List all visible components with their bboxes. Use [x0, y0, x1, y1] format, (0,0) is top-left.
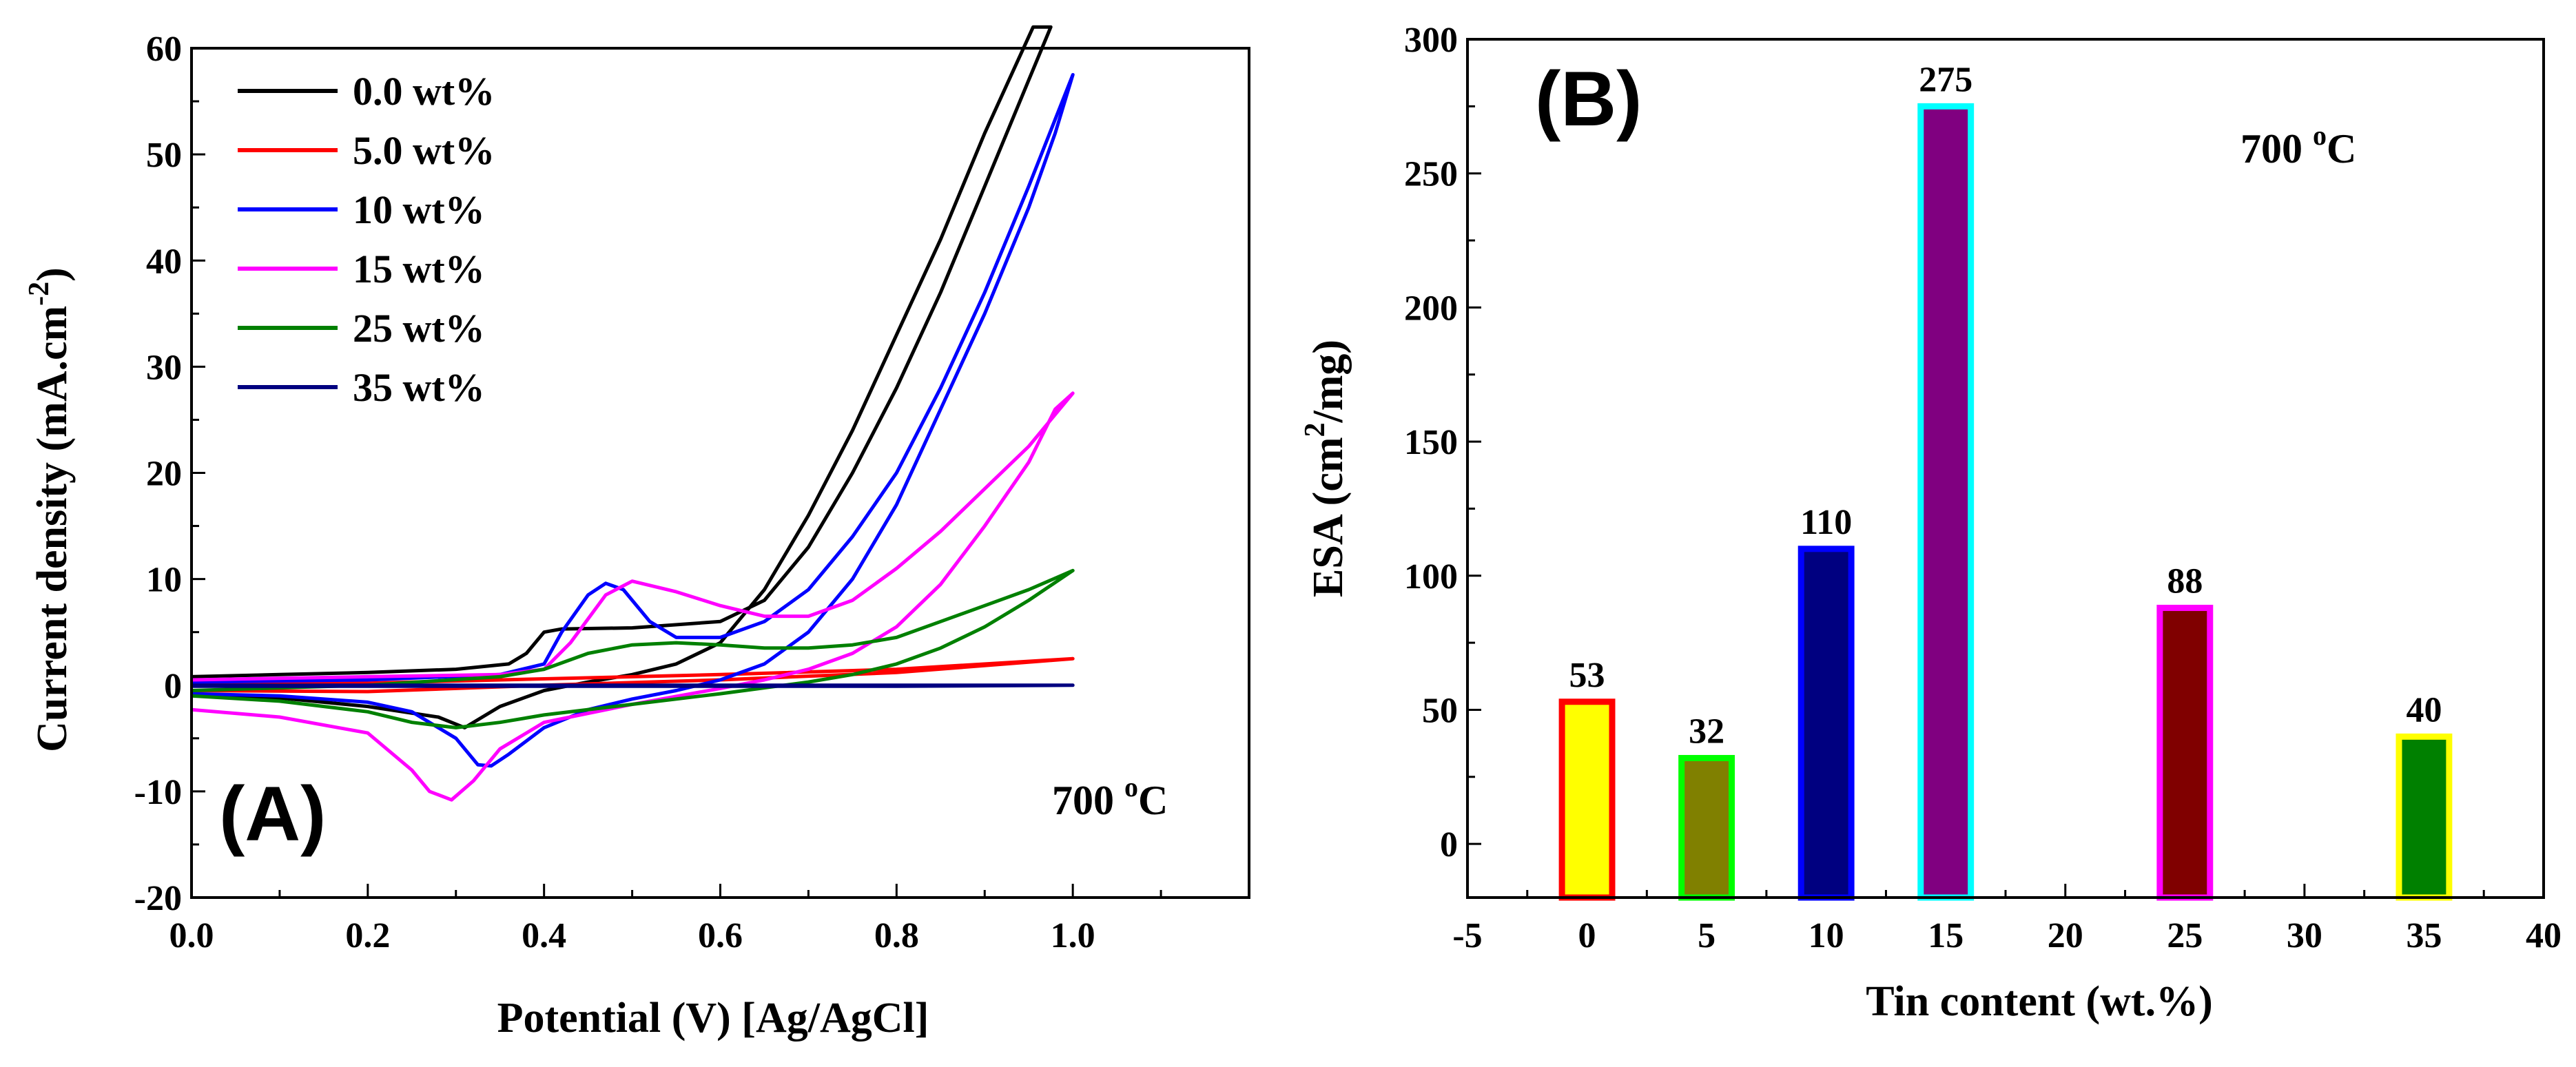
panel-a-y-tick-label: -10: [134, 773, 182, 812]
panel-b-bar-value-label-2: 110: [1800, 503, 1852, 542]
panel-a-legend-label-4: 25 wt%: [353, 306, 485, 351]
panel-a-series-line-5: [192, 683, 1075, 688]
panel-b-label: (B): [1535, 56, 1642, 142]
panel-b-y-tick-label: 250: [1404, 155, 1458, 194]
panel-b-y-tick-label: 200: [1404, 289, 1458, 328]
panel-b-x-axis-label: Tin content (wt.%): [1866, 978, 2212, 1025]
panel-b-x-tick-label: 0: [1578, 916, 1596, 955]
panel-a-x-tick-label: 1.0: [1051, 916, 1095, 955]
panel-b-bar-value-label-0: 53: [1569, 656, 1605, 695]
panel-b-bar-0: [1558, 698, 1616, 901]
panel-b-bar-1: [1678, 755, 1735, 901]
panel-b-x-tick-label: -5: [1452, 916, 1482, 955]
panel-b-x-tick-label: 35: [2406, 916, 2442, 955]
panel-b-bar-value-label-3: 275: [1919, 60, 1972, 99]
panel-a-x-tick-label: 0.6: [698, 916, 743, 955]
panel-a-y-tick-label: 10: [146, 561, 182, 600]
panel-b-x-tick-label: 20: [2048, 916, 2083, 955]
panel-a-y-tick-label: -20: [134, 879, 182, 918]
panel-b-x-tick-label: 10: [1809, 916, 1844, 955]
panel-b-y-tick-label: 300: [1404, 21, 1458, 60]
panel-b-x-tick-label: 30: [2287, 916, 2322, 955]
panel-b-ticks: -5 0 5 10 15 20 25 30 35 40 0 50 100 150 200 250 300: [1404, 21, 2562, 955]
panel-a-legend-label-3: 15 wt%: [353, 247, 485, 291]
panel-b-y-tick-label: 100: [1404, 557, 1458, 597]
panel-a-y-tick-label: 0: [164, 667, 182, 706]
panel-a-y-tick-label: 30: [146, 348, 182, 387]
panel-a-x-tick-label: 0.8: [874, 916, 919, 955]
panel-a-x-tick-label: 0.0: [169, 916, 214, 955]
panel-b-y-tick-label: 50: [1422, 691, 1458, 730]
panel-a-y-tick-label: 50: [146, 136, 182, 175]
panel-a-series-line-0: [191, 25, 1053, 729]
panel-a-legend-label-1: 5.0 wt%: [353, 128, 495, 173]
panel-b-y-axis-label: ESA (cm2/mg): [1299, 340, 1352, 597]
panel-a-x-tick-label: 0.2: [345, 916, 390, 955]
panel-b-bar-2: [1797, 546, 1855, 901]
panel-b-x-tick-label: 40: [2526, 916, 2562, 955]
panel-b-x-tick-label: 5: [1698, 916, 1715, 955]
panel-b-bars: 53 32 110 275 88 40: [1558, 60, 2453, 901]
panel-a-series: [191, 25, 1075, 802]
panel-b-plot-frame: [1466, 38, 2545, 899]
panel-a-legend: 0.0 wt% 5.0 wt% 10 wt% 15 wt% 25 wt% 35 wt%: [238, 69, 495, 410]
panel-b-bar-5: [2395, 733, 2453, 901]
panel-a-plot-frame: [190, 47, 1250, 899]
panel-a-x-axis-label: Potential (V) [Ag/AgCl]: [497, 995, 929, 1042]
panel-b-bar-4: [2156, 604, 2214, 901]
panel-b-y-tick-label: 0: [1440, 825, 1458, 864]
panel-a-line-chart: 0.0 0.2 0.4 0.6 0.8 1.0 -20 -10 0 10 20 30 40 50 60 0.…: [23, 25, 1250, 1042]
panel-b-bar-value-label-4: 88: [2167, 561, 2203, 601]
panel-a-series-line-4: [191, 568, 1075, 729]
panel-a-y-tick-label: 40: [146, 242, 182, 281]
panel-a-y-tick-label: 60: [146, 30, 182, 69]
panel-b-x-tick-label: 25: [2167, 916, 2203, 955]
panel-b-bar-3: [1917, 103, 1975, 901]
panel-a-legend-label-2: 10 wt%: [353, 187, 485, 232]
panel-a-series-line-2: [191, 73, 1075, 768]
panel-b-bar-chart: -5 0 5 10 15 20 25 30 35 40 0 50 100 150 200 250 300 53 3…: [1299, 21, 2562, 1025]
panel-a-y-axis-label: Current density (mA.cm-2): [23, 267, 76, 752]
panel-b-bar-value-label-5: 40: [2406, 690, 2442, 729]
panel-b-x-tick-label: 15: [1928, 916, 1964, 955]
panel-a-y-tick-label: 20: [146, 455, 182, 494]
panel-b-bar-value-label-1: 32: [1689, 712, 1724, 752]
panel-a-legend-label-5: 35 wt%: [353, 365, 485, 410]
panel-a-temperature-annotation: 700 oC: [1052, 771, 1168, 823]
panel-a-ticks: 0.0 0.2 0.4 0.6 0.8 1.0 -20 -10 0 10 20 30 40 50 60: [134, 30, 1162, 955]
panel-a-x-tick-label: 0.4: [522, 916, 566, 955]
panel-b-y-tick-label: 150: [1404, 423, 1458, 462]
panel-a-label: (A): [219, 771, 326, 857]
panel-a-series-line-3: [191, 391, 1075, 802]
panel-b-temperature-annotation: 700 oC: [2240, 120, 2356, 172]
panel-a-legend-label-0: 0.0 wt%: [353, 69, 495, 114]
